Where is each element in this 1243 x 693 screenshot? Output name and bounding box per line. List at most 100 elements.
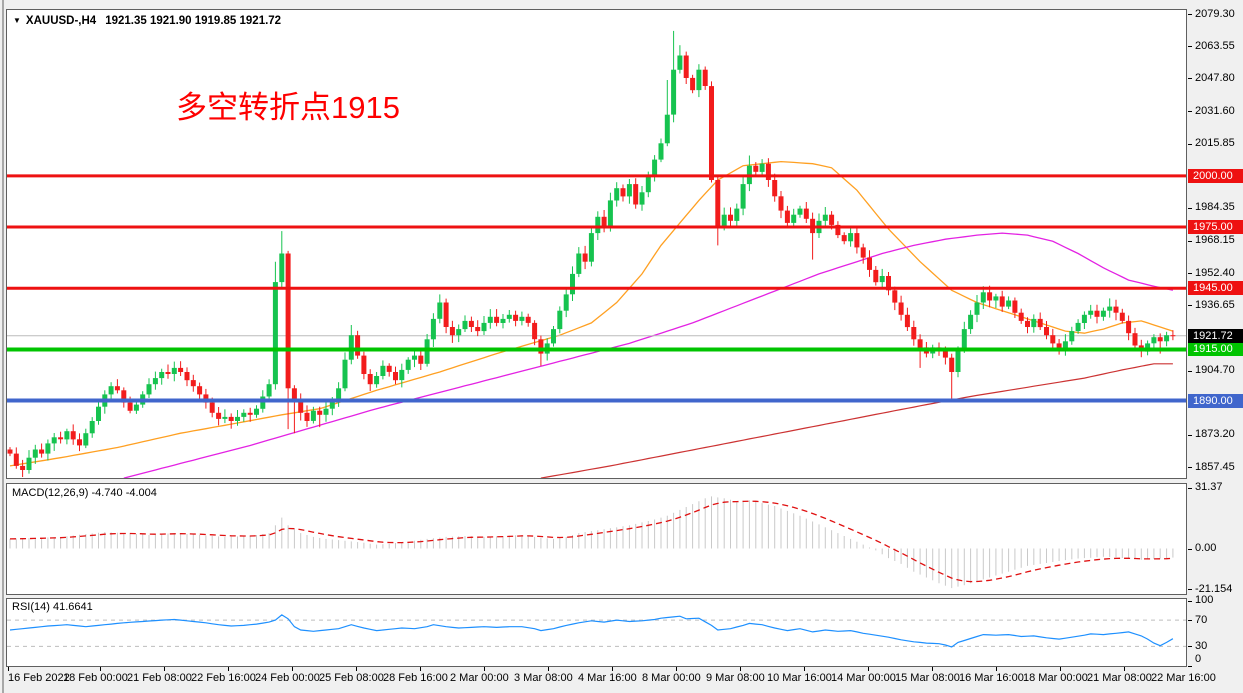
symbol-period-label: XAUUSD-,H4 (25, 15, 97, 27)
price-tick-label: 1968.15 (1195, 234, 1235, 246)
rsi-line (9, 614, 1174, 648)
price-tick-label: 2079.30 (1195, 8, 1235, 20)
time-tick (228, 667, 229, 671)
price-tick (1188, 78, 1192, 79)
time-label: 10 Mar 16:00 (767, 672, 832, 684)
time-tick (484, 667, 485, 671)
time-label: 14 Mar 00:00 (831, 672, 896, 684)
rsi-axis-label: 0 (1195, 653, 1202, 665)
time-tick (676, 667, 677, 671)
candlestick-chart[interactable] (7, 10, 1186, 478)
macd-axis-label: 0.00 (1195, 542, 1217, 554)
macd-chart[interactable] (7, 484, 1186, 594)
macd-axis-tick (1188, 488, 1192, 489)
window-edge-splitter (2, 0, 4, 693)
price-tick-label: 1857.45 (1195, 461, 1235, 473)
time-tick (932, 667, 933, 671)
price-tick-label: 2047.80 (1195, 72, 1235, 84)
time-label: 22 Mar 16:00 (1151, 672, 1216, 684)
time-tick (868, 667, 869, 671)
price-tick (1188, 371, 1192, 372)
time-label: 9 Mar 08:00 (706, 672, 765, 684)
time-tick (612, 667, 613, 671)
rsi-chart[interactable] (7, 599, 1186, 666)
ma-fast-orange (9, 160, 1174, 467)
symbol-dropdown-icon[interactable]: ▼ (13, 16, 21, 25)
time-label: 15 Mar 08:00 (895, 672, 960, 684)
price-tick (1188, 111, 1192, 112)
macd-axis-label: 31.37 (1195, 481, 1223, 493)
time-label: 4 Mar 16:00 (578, 672, 637, 684)
price-tick-label: 2015.85 (1195, 137, 1235, 149)
time-label: 21 Feb 08:00 (127, 672, 192, 684)
time-tick (1124, 667, 1125, 671)
price-tick (1188, 46, 1192, 47)
macd-label: MACD(12,26,9) -4.740 -4.004 (12, 487, 157, 499)
price-level-badge-1945.00: 1945.00 (1188, 281, 1243, 295)
price-tick (1188, 305, 1192, 306)
macd-signal-line (9, 500, 1173, 583)
current-price-badge: 1921.72 (1188, 329, 1243, 343)
time-label: 18 Mar 00:00 (1023, 672, 1088, 684)
time-tick (548, 667, 549, 671)
time-label: 25 Feb 08:00 (319, 672, 384, 684)
time-label: 24 Feb 00:00 (255, 672, 320, 684)
price-level-badge-2000.00: 2000.00 (1188, 169, 1243, 183)
rsi-label: RSI(14) 41.6641 (12, 601, 93, 613)
price-tick-label: 1984.35 (1195, 201, 1235, 213)
price-tick-label: 1873.20 (1195, 428, 1235, 440)
time-label: 21 Mar 08:00 (1087, 672, 1152, 684)
time-label: 28 Feb 16:00 (383, 672, 448, 684)
price-axis: 2079.30 2063.55 2047.80 2031.60 2015.85 1984.… (1188, 0, 1243, 667)
price-tick-label: 1904.70 (1195, 364, 1235, 376)
price-level-badge-1975.00: 1975.00 (1188, 220, 1243, 234)
macd-axis-label: -21.154 (1195, 583, 1233, 595)
price-tick-label: 1952.40 (1195, 267, 1235, 279)
time-label: 18 Feb 00:00 (63, 672, 128, 684)
time-label: 16 Feb 2022 (8, 672, 70, 684)
rsi-axis-label: 100 (1195, 594, 1214, 606)
chart-title: ▼ XAUUSD-,H4 1921.35 1921.90 1919.85 1921.… (13, 15, 281, 27)
time-tick (420, 667, 421, 671)
time-tick (356, 667, 357, 671)
macd-axis-tick (1188, 549, 1192, 550)
ma-slow-red (540, 363, 1173, 478)
time-tick (740, 667, 741, 671)
time-label: 16 Mar 16:00 (959, 672, 1024, 684)
rsi-axis-tick (1188, 646, 1192, 647)
time-axis: 16 Feb 2022 18 Feb 00:00 21 Feb 08:00 22 Fe… (0, 667, 1243, 693)
text-annotation: 多空转折点1915 (176, 90, 400, 125)
time-tick (8, 667, 9, 671)
time-tick (1060, 667, 1061, 671)
ma-mid-magenta (123, 232, 1174, 478)
rsi-axis-tick (1188, 620, 1192, 621)
price-level-badge-1915.00: 1915.00 (1188, 342, 1243, 356)
time-tick (100, 667, 101, 671)
quote-ohlc-values: 1921.35 1921.90 1919.85 1921.72 (105, 15, 282, 27)
price-chart-panel[interactable] (6, 9, 1187, 479)
time-tick (292, 667, 293, 671)
time-label: 22 Feb 16:00 (191, 672, 256, 684)
price-tick-label: 1936.65 (1195, 299, 1235, 311)
price-tick (1188, 14, 1192, 15)
rsi-axis-tick (1188, 666, 1192, 667)
rsi-axis-label: 70 (1195, 614, 1208, 626)
time-tick (804, 667, 805, 671)
time-tick (996, 667, 997, 671)
time-label: 8 Mar 00:00 (642, 672, 701, 684)
time-label: 2 Mar 00:00 (450, 672, 509, 684)
price-tick (1188, 435, 1192, 436)
price-tick-label: 2031.60 (1195, 105, 1235, 117)
price-tick (1188, 273, 1192, 274)
rsi-axis-label: 30 (1195, 640, 1208, 652)
price-tick (1188, 241, 1192, 242)
macd-axis-tick (1188, 589, 1192, 590)
macd-indicator-panel[interactable] (6, 483, 1187, 595)
price-tick (1188, 467, 1192, 468)
rsi-indicator-panel[interactable] (6, 598, 1187, 667)
rsi-axis-tick (1188, 601, 1192, 602)
price-tick (1188, 144, 1192, 145)
price-tick (1188, 208, 1192, 209)
price-level-badge-1890.00: 1890.00 (1188, 394, 1243, 408)
price-tick-label: 2063.55 (1195, 40, 1235, 52)
